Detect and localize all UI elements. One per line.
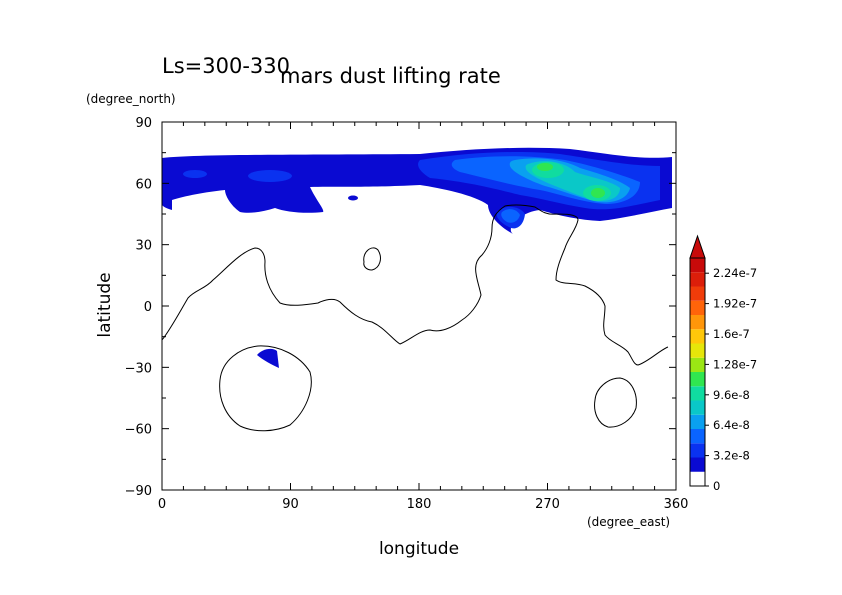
dichotomy-contour (162, 204, 669, 366)
colorbar-segment (690, 329, 705, 344)
colorbar-segment (690, 414, 705, 429)
colorbar-segment (690, 429, 705, 444)
x-axis-title: longitude (379, 539, 459, 559)
argyre-contour (594, 377, 637, 428)
contour-west-patch-2 (183, 170, 207, 178)
colorbar-segment (690, 372, 705, 387)
colorbar-segment (690, 386, 705, 401)
colorbar-label: 1.6e-7 (713, 327, 750, 341)
chart-subtitle: Ls=300-330 (162, 54, 290, 78)
y-tick-label: −90 (125, 484, 152, 499)
x-tick-label: 0 (158, 497, 166, 512)
contour-southern-spot (257, 348, 279, 368)
x-tick-labels: 0 90 180 270 360 (158, 497, 689, 512)
y-tick-label: −30 (125, 361, 152, 376)
colorbar-label: 1.92e-7 (713, 297, 757, 311)
colorbar-label: 1.28e-7 (713, 357, 757, 371)
colorbar-segment (690, 343, 705, 358)
y-tick-label: 90 (135, 116, 152, 131)
contour-max-2-core (537, 163, 553, 171)
contour-fill (162, 147, 672, 368)
tick-marks (161, 121, 677, 491)
y-tick-label: 30 (135, 239, 152, 254)
colorbar-segment (690, 315, 705, 330)
colorbar-label: 9.6e-8 (713, 388, 750, 402)
colorbar-label: 2.24e-7 (713, 266, 757, 280)
contour-max-1-core (591, 188, 605, 198)
colorbar-segment (690, 258, 705, 273)
contour-spot-small (348, 195, 358, 201)
contour-blob-level-3 (501, 209, 520, 223)
colorbar-frame (689, 257, 706, 487)
y-tick-label: 60 (135, 177, 152, 192)
colorbar-segment (690, 357, 705, 372)
colorbar-segment (690, 471, 705, 486)
y-tick-label: 0 (144, 300, 152, 315)
olympus-contour (363, 247, 381, 271)
colorbar-label: 3.2e-8 (713, 449, 750, 463)
colorbar-segment (690, 400, 705, 415)
y-tick-label: −60 (125, 423, 152, 438)
x-tick-label: 90 (282, 497, 299, 512)
colorbar-segment (690, 300, 705, 315)
colorbar-segment (690, 443, 705, 458)
colorbar-segment (690, 272, 705, 287)
topography-contours (162, 204, 669, 432)
x-tick-label: 270 (535, 497, 560, 512)
colorbar-labels: 0 3.2e-8 6.4e-8 9.6e-8 1.28e-7 1.6e-7 1.92e-7 2… (705, 266, 757, 493)
colorbar-label: 6.4e-8 (713, 418, 750, 432)
colorbar-label: 0 (713, 479, 720, 493)
colorbar-arrow (689, 234, 706, 259)
contour-west-patch (248, 170, 292, 182)
x-tick-label: 360 (664, 497, 689, 512)
y-axis-title: latitude (95, 272, 115, 337)
chart-title: mars dust lifting rate (280, 64, 501, 88)
x-tick-label: 180 (407, 497, 432, 512)
colorbar-segment (690, 286, 705, 301)
colorbar (689, 234, 706, 487)
hellas-contour (219, 345, 312, 432)
y-tick-labels: 90 60 30 0 −30 −60 −90 (125, 116, 152, 499)
colorbar-segment (690, 457, 705, 472)
y-units-label: (degree_north) (86, 92, 176, 106)
x-units-label: (degree_east) (587, 515, 670, 529)
